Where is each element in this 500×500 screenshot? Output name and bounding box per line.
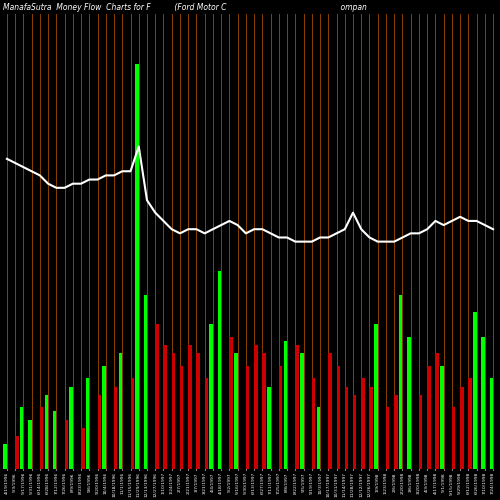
Bar bbox=[130, 378, 134, 470]
Bar bbox=[374, 324, 378, 470]
Bar bbox=[114, 386, 117, 469]
Bar bbox=[204, 378, 208, 470]
Bar bbox=[119, 354, 122, 470]
Bar bbox=[172, 354, 175, 470]
Bar bbox=[180, 366, 184, 470]
Bar bbox=[164, 345, 167, 470]
Bar bbox=[353, 395, 356, 469]
Bar bbox=[53, 412, 56, 470]
Bar bbox=[44, 395, 48, 469]
Bar bbox=[482, 337, 485, 469]
Bar bbox=[427, 366, 430, 470]
Bar bbox=[81, 428, 84, 470]
Bar bbox=[279, 366, 282, 470]
Bar bbox=[28, 420, 32, 470]
Bar bbox=[300, 354, 304, 470]
Bar bbox=[267, 386, 270, 469]
Bar bbox=[15, 436, 18, 470]
Bar bbox=[370, 386, 373, 469]
Bar bbox=[394, 395, 398, 469]
Bar bbox=[254, 345, 258, 470]
Bar bbox=[490, 378, 493, 470]
Bar bbox=[246, 366, 250, 470]
Bar bbox=[210, 324, 213, 470]
Bar bbox=[102, 366, 106, 470]
Bar bbox=[234, 354, 237, 470]
Bar bbox=[328, 354, 332, 470]
Bar bbox=[155, 324, 158, 470]
Bar bbox=[218, 270, 221, 469]
Bar bbox=[386, 407, 390, 470]
Bar bbox=[452, 407, 456, 470]
Bar bbox=[144, 296, 147, 470]
Text: ManafaSutra  Money Flow  Charts for F          (Ford Motor C                    : ManafaSutra Money Flow Charts for F (For… bbox=[3, 3, 366, 12]
Bar bbox=[460, 386, 464, 469]
Bar bbox=[336, 366, 340, 470]
Bar bbox=[64, 420, 68, 470]
Bar bbox=[136, 64, 139, 470]
Bar bbox=[399, 296, 402, 470]
Bar bbox=[188, 345, 192, 470]
Bar bbox=[70, 386, 73, 469]
Bar bbox=[284, 341, 287, 469]
Bar bbox=[296, 345, 299, 470]
Bar bbox=[436, 354, 439, 470]
Bar bbox=[40, 407, 43, 470]
Bar bbox=[196, 354, 200, 470]
Bar bbox=[473, 312, 476, 470]
Bar bbox=[4, 444, 7, 469]
Bar bbox=[345, 386, 348, 469]
Bar bbox=[440, 366, 444, 470]
Bar bbox=[316, 407, 320, 470]
Bar bbox=[419, 395, 422, 469]
Bar bbox=[312, 378, 316, 470]
Bar bbox=[230, 337, 233, 469]
Bar bbox=[86, 378, 90, 470]
Bar bbox=[407, 337, 410, 469]
Bar bbox=[20, 407, 24, 470]
Bar bbox=[98, 395, 101, 469]
Bar bbox=[262, 354, 266, 470]
Bar bbox=[361, 378, 364, 470]
Bar bbox=[468, 378, 472, 470]
